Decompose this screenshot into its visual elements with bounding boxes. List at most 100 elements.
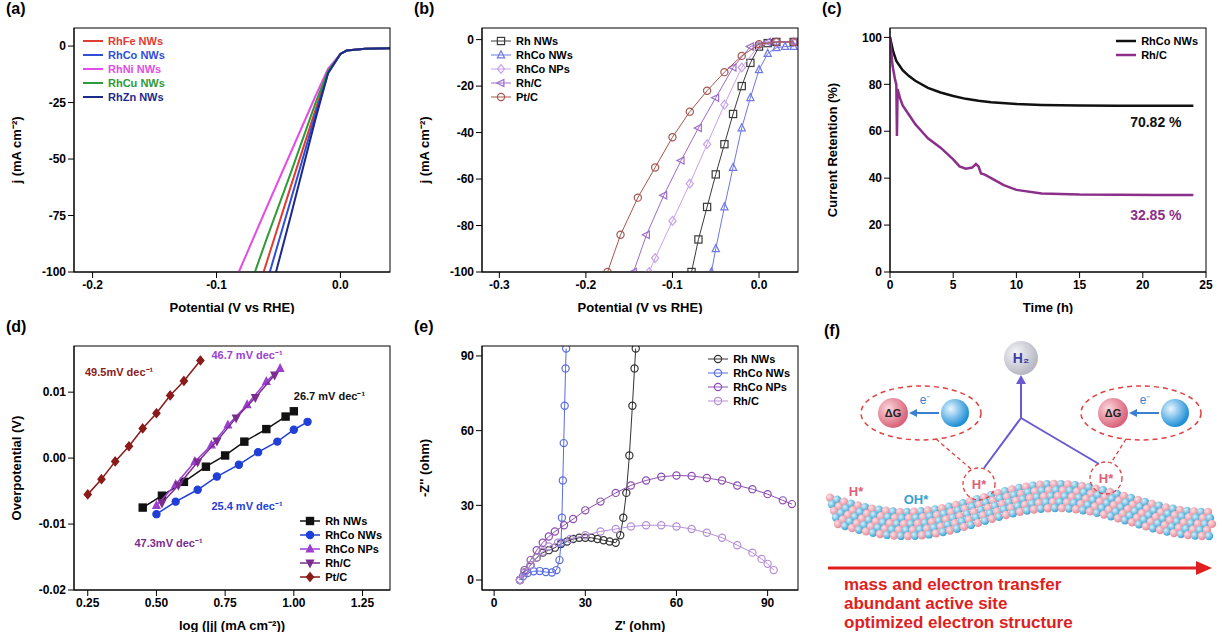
svg-text:49.5mV dec⁻¹: 49.5mV dec⁻¹ xyxy=(85,366,154,378)
html-text:(e): (e) xyxy=(414,318,434,335)
html-text:Rh/C: Rh/C xyxy=(325,557,351,569)
svg-text:0: 0 xyxy=(887,278,894,292)
html-text:Rh/C: Rh/C xyxy=(1141,49,1167,61)
svg-text:46.7 mV dec⁻¹: 46.7 mV dec⁻¹ xyxy=(211,349,283,361)
svg-text:-80: -80 xyxy=(457,219,475,233)
svg-text:Potential (V vs RHE): Potential (V vs RHE) xyxy=(170,300,295,314)
svg-text:-0.2: -0.2 xyxy=(82,278,103,292)
svg-text:26.7 mV dec⁻¹: 26.7 mV dec⁻¹ xyxy=(294,390,366,402)
svg-text:47.3mV dec⁻¹: 47.3mV dec⁻¹ xyxy=(134,537,203,549)
svg-text:20: 20 xyxy=(1136,278,1150,292)
svg-text:20: 20 xyxy=(869,218,883,232)
svg-text:e⁻: e⁻ xyxy=(1140,393,1151,407)
svg-text:-0.01: -0.01 xyxy=(39,517,67,531)
svg-text:-0.3: -0.3 xyxy=(489,278,510,292)
svg-text:60: 60 xyxy=(670,596,684,610)
svg-text:60: 60 xyxy=(869,124,883,138)
html-text:RhCo NWs: RhCo NWs xyxy=(108,49,165,61)
svg-text:15: 15 xyxy=(1073,278,1087,292)
html-text:Pt/C: Pt/C xyxy=(516,91,538,103)
svg-text:32.85 %: 32.85 % xyxy=(1130,207,1182,223)
html-text:RhCo NWs: RhCo NWs xyxy=(325,529,382,541)
svg-text:-50: -50 xyxy=(49,152,67,166)
svg-text:-60: -60 xyxy=(457,172,475,186)
svg-text:H*: H* xyxy=(972,477,987,492)
svg-text:-75: -75 xyxy=(49,209,67,223)
svg-text:ΔG: ΔG xyxy=(1105,407,1121,419)
svg-text:0.01: 0.01 xyxy=(43,385,67,399)
svg-text:-0.1: -0.1 xyxy=(206,278,227,292)
svg-text:0: 0 xyxy=(59,39,66,53)
svg-text:40: 40 xyxy=(869,171,883,185)
html-text:Pt/C: Pt/C xyxy=(325,571,348,583)
html-text:RhCo NPs: RhCo NPs xyxy=(325,543,379,555)
svg-text:30: 30 xyxy=(461,499,475,513)
html-text:(b): (b) xyxy=(414,0,435,17)
svg-text:0.50: 0.50 xyxy=(145,596,169,610)
svg-text:0.75: 0.75 xyxy=(213,596,237,610)
svg-text:10: 10 xyxy=(1010,278,1024,292)
svg-text:optimized electron structure: optimized electron structure xyxy=(844,613,1073,632)
svg-text:25: 25 xyxy=(1199,278,1213,292)
svg-text:H*: H* xyxy=(849,484,864,499)
svg-text:100: 100 xyxy=(862,31,882,45)
svg-text:j (mA cm⁻²): j (mA cm⁻²) xyxy=(9,116,24,184)
svg-text:Overpotential (V): Overpotential (V) xyxy=(9,416,24,521)
svg-text:j (mA cm⁻²): j (mA cm⁻²) xyxy=(417,116,432,184)
svg-text:Time (h): Time (h) xyxy=(1023,300,1073,314)
svg-text:0.00: 0.00 xyxy=(43,451,67,465)
svg-text:5: 5 xyxy=(950,278,957,292)
svg-text:90: 90 xyxy=(461,349,475,363)
html-text:RhNi NWs: RhNi NWs xyxy=(108,63,162,75)
svg-text:0.0: 0.0 xyxy=(332,278,349,292)
svg-text:0: 0 xyxy=(491,596,498,610)
html-text:RhZn NWs: RhZn NWs xyxy=(108,91,164,103)
svg-text:-100: -100 xyxy=(450,265,474,279)
svg-text:Potential (V vs RHE): Potential (V vs RHE) xyxy=(578,300,703,314)
svg-text:0.0: 0.0 xyxy=(751,278,768,292)
svg-text:ΔG: ΔG xyxy=(885,407,901,419)
svg-text:90: 90 xyxy=(761,596,775,610)
svg-text:-25: -25 xyxy=(49,96,67,110)
svg-text:30: 30 xyxy=(579,596,593,610)
svg-text:log (|j| (mA cm⁻²)): log (|j| (mA cm⁻²)) xyxy=(179,618,285,632)
html-text:Rh/C: Rh/C xyxy=(516,77,542,89)
svg-text:H₂: H₂ xyxy=(1013,350,1029,366)
svg-text:25.4 mV dec⁻¹: 25.4 mV dec⁻¹ xyxy=(211,500,283,512)
html-text:Rh NWs: Rh NWs xyxy=(325,515,368,527)
svg-text:1.00: 1.00 xyxy=(282,596,306,610)
html-text:(a): (a) xyxy=(6,0,26,17)
svg-text:0: 0 xyxy=(467,573,474,587)
svg-text:80: 80 xyxy=(869,78,883,92)
svg-text:Z' (ohm): Z' (ohm) xyxy=(615,618,666,632)
svg-text:60: 60 xyxy=(461,424,475,438)
html-text:RhCo NPs: RhCo NPs xyxy=(516,63,570,75)
svg-text:(f): (f) xyxy=(824,322,840,339)
svg-text:-Z'' (ohm): -Z'' (ohm) xyxy=(417,439,432,497)
svg-text:0.25: 0.25 xyxy=(76,596,100,610)
svg-text:OH*: OH* xyxy=(904,492,930,507)
svg-text:e⁻: e⁻ xyxy=(920,393,931,407)
html-text:(c): (c) xyxy=(822,0,842,17)
svg-text:-20: -20 xyxy=(457,79,475,93)
svg-text:mass and electron transfer: mass and electron transfer xyxy=(844,575,1062,594)
html-text:RhCo NWs: RhCo NWs xyxy=(1141,35,1198,47)
svg-text:0: 0 xyxy=(467,33,474,47)
svg-text:-0.1: -0.1 xyxy=(662,278,683,292)
svg-text:-100: -100 xyxy=(42,265,66,279)
svg-text:H*: H* xyxy=(1099,471,1114,486)
html-text:RhCu NWs: RhCu NWs xyxy=(108,77,165,89)
svg-text:70.82 %: 70.82 % xyxy=(1130,114,1182,130)
svg-text:1.25: 1.25 xyxy=(351,596,375,610)
html-text:Rh NWs: Rh NWs xyxy=(516,35,559,47)
html-text:Rh NWs: Rh NWs xyxy=(733,353,776,365)
html-text:RhCo NWs: RhCo NWs xyxy=(516,49,573,61)
svg-text:0: 0 xyxy=(875,265,882,279)
svg-text:-40: -40 xyxy=(457,126,475,140)
html-text:(d): (d) xyxy=(6,318,27,335)
svg-text:abundant active site: abundant active site xyxy=(844,594,1007,613)
html-text:RhFe NWs: RhFe NWs xyxy=(108,35,163,47)
svg-text:-0.02: -0.02 xyxy=(39,583,67,597)
svg-text:-0.2: -0.2 xyxy=(576,278,597,292)
svg-text:Current Retention (%): Current Retention (%) xyxy=(825,83,840,217)
